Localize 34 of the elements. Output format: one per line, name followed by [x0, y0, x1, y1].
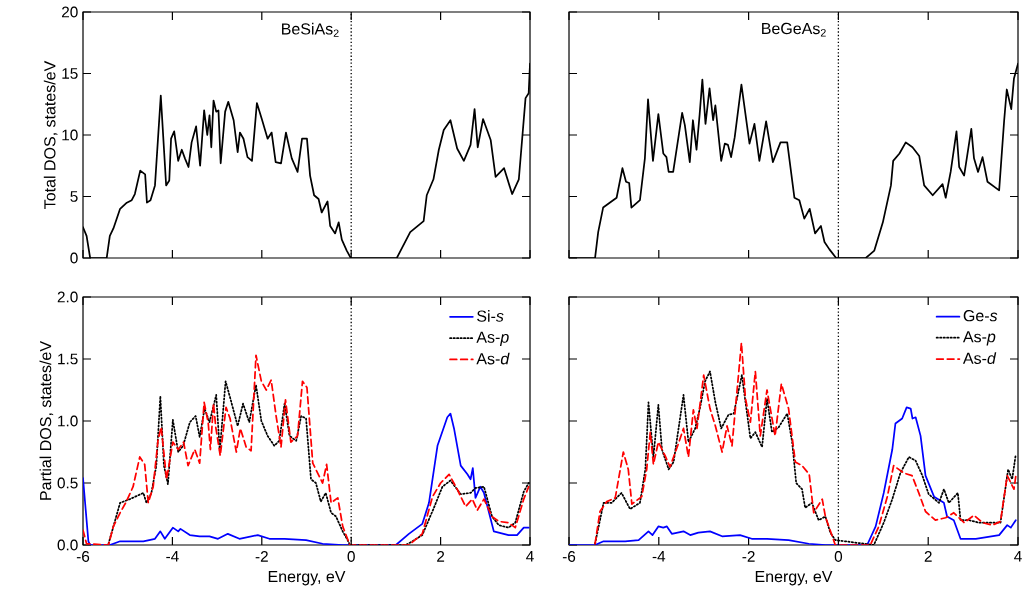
x-tick-label: 4	[526, 551, 534, 562]
legend-label: Ge-s	[963, 310, 998, 322]
y-axis-title: Total DOS, states/eV	[43, 60, 58, 209]
y-tick-label: 0.0	[57, 539, 78, 551]
legend-label: As-d	[962, 352, 997, 364]
x-tick-label: -2	[742, 551, 755, 562]
x-tick-label: -4	[166, 551, 179, 562]
x-tick-label: -6	[562, 551, 576, 562]
y-tick-label: 10	[62, 129, 78, 141]
x-tick-label: 2	[437, 551, 445, 562]
y-tick-label: 0	[70, 252, 78, 264]
x-tick-label: -6	[76, 551, 90, 562]
x-tick-label: 0	[834, 551, 843, 562]
y-tick-label: 20	[62, 6, 78, 18]
x-axis-title: Energy, eV	[268, 571, 346, 586]
legend-label: Si-s	[477, 310, 504, 322]
legend-label: As-d	[476, 352, 510, 365]
x-tick-label: -2	[255, 551, 268, 562]
y-tick-label: 0.5	[57, 477, 78, 489]
y-tick-label: 1.0	[58, 415, 78, 427]
annotation: BeSiAs$_{2}$	[282, 22, 339, 37]
legend-label: As-p	[962, 331, 996, 346]
y-tick-label: 5	[70, 191, 78, 202]
y-tick-label: 1.5	[58, 353, 78, 365]
x-tick-label: 0	[347, 551, 355, 562]
x-axis-title: Energy, eV	[755, 571, 833, 586]
x-tick-label: 2	[924, 551, 932, 562]
annotation: BeGeAs$_{2}$	[762, 22, 826, 37]
y-tick-label: 15	[62, 68, 78, 79]
y-tick-label: 2.0	[57, 291, 78, 303]
x-tick-label: -4	[652, 551, 666, 562]
x-tick-label: 4	[1014, 551, 1022, 562]
y-axis-title: Partial DOS, states/eV	[39, 341, 54, 500]
legend-label: As-p	[476, 331, 509, 346]
